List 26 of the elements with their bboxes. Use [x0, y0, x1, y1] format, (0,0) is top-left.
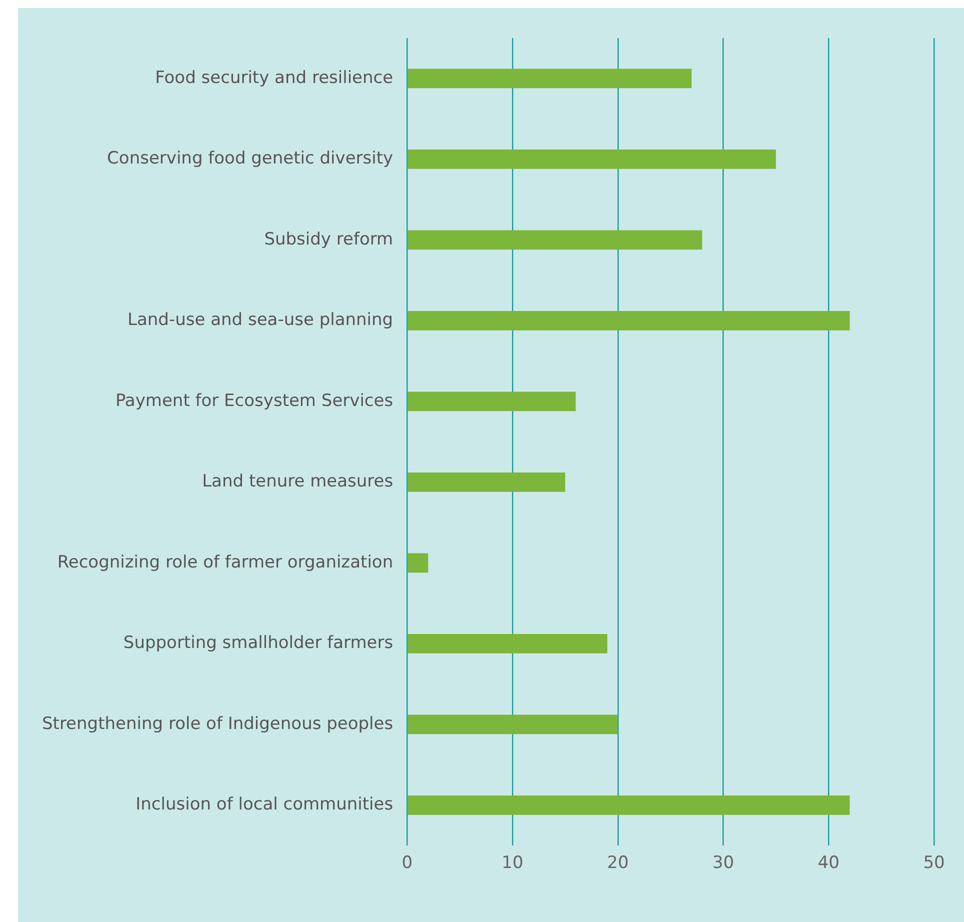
- bar: [408, 149, 776, 169]
- y-tick-label: Conserving food genetic diversity: [107, 148, 394, 169]
- bar: [408, 68, 692, 88]
- y-tick-label: Land tenure measures: [202, 472, 394, 492]
- y-tick-label: Land-use and sea-use planning: [127, 310, 394, 330]
- y-tick-label: Food security and resilience: [155, 68, 394, 88]
- x-tick-label: 50: [923, 853, 945, 874]
- bar: [408, 714, 618, 734]
- x-tick-label: 30: [712, 853, 734, 874]
- bar: [408, 553, 428, 573]
- bar: [408, 472, 566, 492]
- y-tick-label: Recognizing role of farmer organization: [57, 552, 394, 572]
- bar: [408, 230, 702, 250]
- y-tick-label: Inclusion of local communities: [136, 794, 394, 815]
- y-tick-label: Payment for Ecosystem Services: [115, 390, 394, 411]
- bar: [408, 634, 608, 654]
- x-tick-label: 10: [502, 853, 524, 874]
- y-tick-label: Supporting smallholder farmers: [123, 633, 394, 654]
- bar: [408, 796, 850, 815]
- bar: [408, 392, 576, 412]
- x-tick-label: 20: [607, 853, 629, 874]
- y-tick-label: Subsidy reform: [264, 229, 394, 250]
- x-tick-label: 0: [402, 853, 413, 874]
- y-tick-label: Strengthening role of Indigenous peoples: [42, 714, 394, 734]
- bar: [408, 310, 850, 330]
- x-tick-label: 40: [818, 853, 840, 874]
